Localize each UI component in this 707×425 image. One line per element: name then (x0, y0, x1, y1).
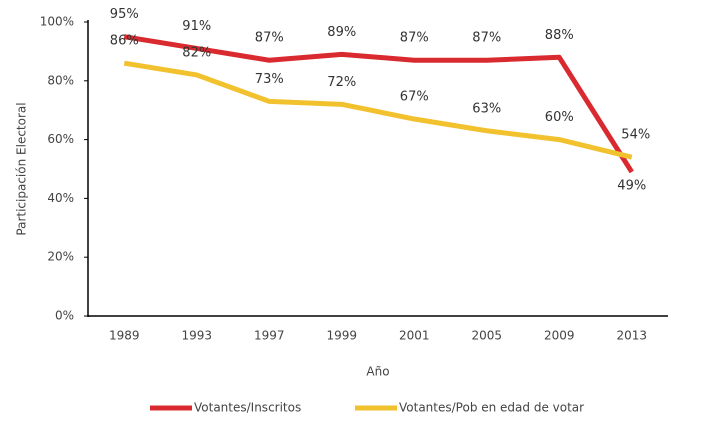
x-tick-label: 2009 (544, 329, 575, 343)
legend-label: Votantes/Pob en edad de votar (399, 401, 584, 415)
x-tick-label: 2005 (471, 329, 502, 343)
x-tick-label: 2013 (616, 329, 647, 343)
data-label: 54% (621, 128, 650, 143)
y-tick-label: 0% (55, 309, 74, 323)
y-axis-label: Participación Electoral (15, 102, 29, 235)
data-label: 91% (182, 19, 211, 34)
data-label: 72% (327, 75, 356, 90)
data-label: 88% (545, 28, 574, 43)
x-tick-label: 1999 (326, 329, 357, 343)
legend-label: Votantes/Inscritos (194, 401, 301, 415)
data-label: 67% (400, 90, 429, 105)
x-tick-label: 1997 (254, 329, 285, 343)
data-label: 87% (400, 31, 429, 46)
y-tick-label: 100% (40, 15, 74, 29)
data-label: 95% (110, 7, 139, 22)
data-label: 89% (327, 25, 356, 40)
y-tick-label: 60% (47, 132, 74, 146)
x-tick-label: 2001 (399, 329, 430, 343)
x-axis-label: Año (366, 365, 389, 379)
y-tick-label: 40% (47, 191, 74, 205)
x-tick-label: 1989 (109, 329, 140, 343)
data-label: 87% (472, 31, 501, 46)
data-label: 86% (110, 34, 139, 49)
series-line (123, 34, 634, 174)
y-tick-label: 80% (47, 73, 74, 87)
series-line (123, 60, 633, 160)
data-label: 49% (617, 178, 646, 193)
data-label: 82% (182, 45, 211, 60)
y-tick-label: 20% (47, 250, 74, 264)
data-label: 87% (255, 31, 284, 46)
x-tick-label: 1993 (181, 329, 212, 343)
data-label: 73% (255, 72, 284, 87)
data-label: 60% (545, 110, 574, 125)
data-label: 63% (472, 101, 501, 116)
